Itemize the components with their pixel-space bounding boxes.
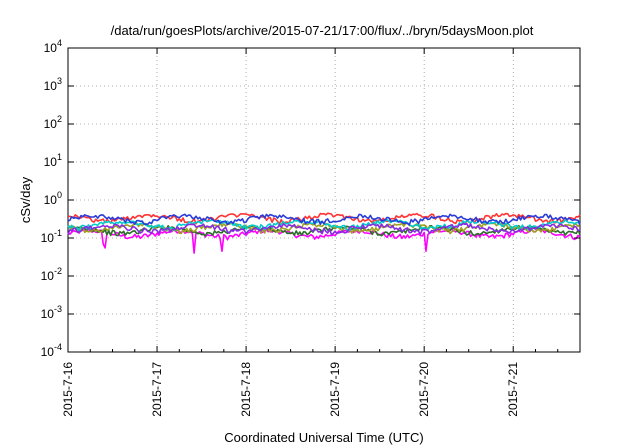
chart-title: /data/run/goesPlots/archive/2015-07-21/1… [111, 23, 534, 38]
x-tick-label: 2015-7-16 [61, 362, 75, 417]
series-group [67, 212, 581, 254]
series-line [67, 228, 581, 254]
y-tick-label: 103 [44, 76, 62, 93]
x-tick-label: 2015-7-18 [239, 362, 253, 417]
y-tick-label: 102 [44, 114, 62, 131]
x-tick-label: 2015-7-20 [417, 362, 431, 417]
series-line [67, 212, 581, 225]
y-tick-label: 10-3 [41, 304, 62, 321]
x-tick-label: 2015-7-19 [328, 362, 342, 417]
x-tick-label: 2015-7-17 [150, 362, 164, 417]
y-tick-label: 101 [44, 152, 62, 169]
series-line [67, 222, 581, 236]
y-tick-label: 100 [44, 190, 62, 207]
y-tick-label: 10-4 [41, 342, 62, 359]
series-line [67, 213, 581, 226]
y-axis: 10-4 10-3 10-2 10-1 100 101 102 103 104 [41, 38, 580, 359]
grid-lines [68, 48, 580, 352]
y-tick-label: 10-1 [41, 228, 62, 245]
x-tick-label: 2015-7-21 [506, 362, 520, 417]
y-tick-label: 104 [44, 38, 62, 55]
y-tick-label: 10-2 [41, 266, 62, 283]
x-axis-label: Coordinated Universal Time (UTC) [224, 430, 423, 445]
x-axis: 2015-7-16 2015-7-17 2015-7-18 2015-7-19 2015… [61, 48, 559, 417]
y-axis-label: cSv/day [18, 176, 33, 223]
